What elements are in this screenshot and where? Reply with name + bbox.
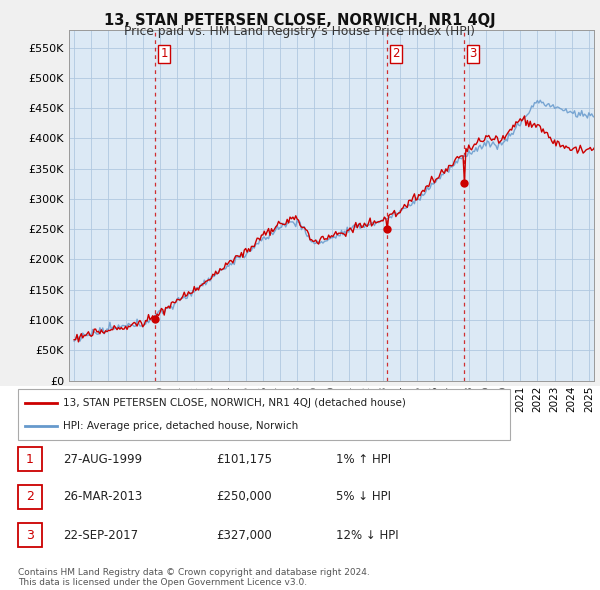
Text: 13, STAN PETERSEN CLOSE, NORWICH, NR1 4QJ: 13, STAN PETERSEN CLOSE, NORWICH, NR1 4Q… xyxy=(104,13,496,28)
Text: 1% ↑ HPI: 1% ↑ HPI xyxy=(336,453,391,466)
Text: £327,000: £327,000 xyxy=(216,529,272,542)
Text: 1: 1 xyxy=(160,47,168,60)
Text: 1: 1 xyxy=(26,453,34,466)
Text: 2: 2 xyxy=(26,490,34,503)
Text: Contains HM Land Registry data © Crown copyright and database right 2024.
This d: Contains HM Land Registry data © Crown c… xyxy=(18,568,370,587)
Text: 2: 2 xyxy=(392,47,400,60)
Text: Price paid vs. HM Land Registry’s House Price Index (HPI): Price paid vs. HM Land Registry’s House … xyxy=(125,25,476,38)
Text: 26-MAR-2013: 26-MAR-2013 xyxy=(63,490,142,503)
Text: HPI: Average price, detached house, Norwich: HPI: Average price, detached house, Norw… xyxy=(63,421,298,431)
Text: 22-SEP-2017: 22-SEP-2017 xyxy=(63,529,138,542)
Text: 3: 3 xyxy=(26,529,34,542)
Text: 12% ↓ HPI: 12% ↓ HPI xyxy=(336,529,398,542)
Text: 3: 3 xyxy=(469,47,476,60)
Text: 5% ↓ HPI: 5% ↓ HPI xyxy=(336,490,391,503)
Text: 27-AUG-1999: 27-AUG-1999 xyxy=(63,453,142,466)
Text: £101,175: £101,175 xyxy=(216,453,272,466)
Text: £250,000: £250,000 xyxy=(216,490,272,503)
Text: 13, STAN PETERSEN CLOSE, NORWICH, NR1 4QJ (detached house): 13, STAN PETERSEN CLOSE, NORWICH, NR1 4Q… xyxy=(63,398,406,408)
